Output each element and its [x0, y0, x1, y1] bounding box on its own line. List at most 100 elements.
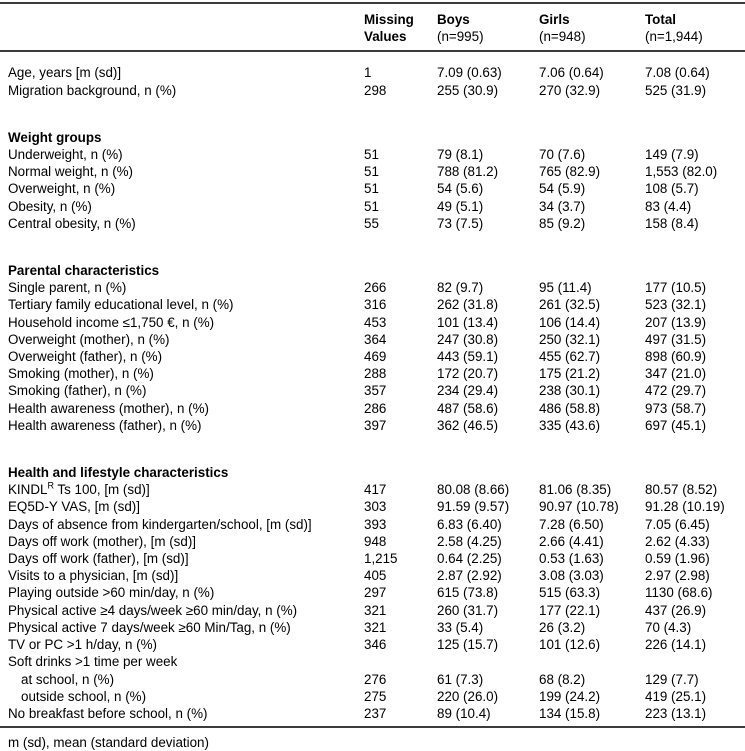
- cell-girls: 34 (3.7): [539, 198, 586, 214]
- cell-total: 7.08 (0.64): [645, 65, 710, 81]
- cell-total: 347 (21.0): [645, 366, 707, 382]
- column-header-total: Total (n=1,944): [645, 11, 745, 45]
- section-title: Health and lifestyle characteristics: [8, 465, 229, 481]
- cell-missing: 51: [364, 164, 379, 180]
- cell-boys: 487 (58.6): [437, 400, 499, 416]
- row-label: Smoking (father), n (%): [8, 383, 147, 399]
- subsection-label-row: Soft drinks >1 time per week: [0, 653, 745, 670]
- cell-total: 973 (58.7): [645, 400, 707, 416]
- cell-girls: [539, 653, 645, 670]
- cell-girls: 101 (12.6): [539, 637, 601, 653]
- cell-girls: 270 (32.9): [539, 82, 601, 98]
- cell-missing: 288: [364, 366, 387, 382]
- row-label: outside school, n (%): [21, 688, 147, 704]
- cell-girls: 90.97 (10.78): [539, 499, 619, 515]
- cell-total: 523 (32.1): [645, 297, 707, 313]
- cell-boys: 79 (8.1): [437, 147, 484, 163]
- cell-total: 497 (31.5): [645, 331, 707, 347]
- header-stub-cell: [0, 11, 364, 45]
- cell-total: 525 (31.9): [645, 82, 707, 98]
- cell-boys: 33 (5.4): [437, 619, 484, 635]
- table-row: Physical active 7 days/week ≥60 Min/Tag,…: [0, 619, 745, 636]
- cell-missing: 1,215: [364, 551, 398, 567]
- section-header-row: Health and lifestyle characteristics: [0, 464, 745, 481]
- column-subtitle: (n=948): [539, 29, 586, 45]
- table-row: Migration background, n (%) 298 255 (30.9)…: [0, 82, 745, 99]
- cell-girls: 81.06 (8.35): [539, 482, 612, 498]
- cell-girls: 85 (9.2): [539, 215, 586, 231]
- row-label: Physical active ≥4 days/week ≥60 min/day…: [8, 602, 298, 618]
- cell-girls: 515 (63.3): [539, 585, 601, 601]
- cell-total: 207 (13.9): [645, 314, 707, 330]
- cell-total: 7.05 (6.45): [645, 516, 710, 532]
- column-title: Girls: [539, 12, 570, 27]
- row-label: Central obesity, n (%): [8, 215, 136, 231]
- cell-girls: 54 (5.9): [539, 181, 586, 197]
- table-row: Visits to a physician, [m (sd)] 405 2.87 (…: [0, 567, 745, 584]
- cell-missing: [364, 653, 437, 670]
- cell-girls: 765 (82.9): [539, 164, 601, 180]
- cell-girls: 238 (30.1): [539, 383, 601, 399]
- row-label: KINDLR Ts 100, [m (sd)]: [0, 481, 364, 498]
- cell-boys: 6.83 (6.40): [437, 516, 502, 532]
- table-row: Household income ≤1,750 €, n (%) 453 101 (…: [0, 314, 745, 331]
- column-header-missing-values: Missing Values: [364, 11, 437, 45]
- cell-boys: 615 (73.8): [437, 585, 499, 601]
- section-title: Weight groups: [8, 129, 102, 145]
- cell-boys: 91.59 (9.57): [437, 499, 510, 515]
- cell-missing: 1: [364, 65, 372, 81]
- row-label: Single parent, n (%): [8, 280, 127, 296]
- cell-total: [645, 653, 745, 670]
- column-header-girls: Girls (n=948): [539, 11, 645, 45]
- cell-boys: 260 (31.7): [437, 602, 499, 618]
- cell-boys: 0.64 (2.25): [437, 551, 502, 567]
- cell-girls: 175 (21.2): [539, 366, 601, 382]
- cell-boys: 73 (7.5): [437, 215, 484, 231]
- cell-missing: 453: [364, 314, 387, 330]
- cell-missing: 469: [364, 349, 387, 365]
- cell-total: 223 (13.1): [645, 705, 707, 721]
- cell-boys: 61 (7.3): [437, 671, 484, 687]
- cell-total: 697 (45.1): [645, 417, 707, 433]
- table-header-row: Missing Values Boys (n=995) Girls (n=948…: [0, 4, 745, 53]
- row-label: TV or PC >1 h/day, n (%): [8, 637, 157, 653]
- cell-girls: 3.08 (3.03): [539, 568, 604, 584]
- row-label: Days off work (father), [m (sd)]: [8, 551, 189, 567]
- table-row: Single parent, n (%) 266 82 (9.7) 95 (11.4)…: [0, 279, 745, 296]
- row-label: Overweight (mother), n (%): [8, 331, 170, 347]
- cell-boys: 262 (31.8): [437, 297, 499, 313]
- cell-boys: 49 (5.1): [437, 198, 484, 214]
- cell-total: 472 (29.7): [645, 383, 707, 399]
- column-title: Missing: [364, 12, 414, 27]
- cell-girls: 68 (8.2): [539, 671, 586, 687]
- cell-total: 149 (7.9): [645, 147, 699, 163]
- cell-girls: 7.28 (6.50): [539, 516, 604, 532]
- table-footnote: m (sd), mean (standard deviation): [8, 735, 209, 751]
- cell-missing: 321: [364, 602, 387, 618]
- row-label: Health awareness (mother), n (%): [8, 400, 209, 416]
- column-title: Total: [645, 12, 676, 27]
- cell-total: 91.28 (10.19): [645, 499, 725, 515]
- cell-total: 0.59 (1.96): [645, 551, 710, 567]
- table-row: Overweight (father), n (%) 469 443 (59.1) 4…: [0, 348, 745, 365]
- row-label: Household income ≤1,750 €, n (%): [8, 314, 215, 330]
- table-row: Tertiary family educational level, n (%)…: [0, 296, 745, 313]
- cell-missing: 303: [364, 499, 387, 515]
- row-label: Days off work (mother), [m (sd)]: [8, 533, 196, 549]
- cell-missing: 286: [364, 400, 387, 416]
- cell-total: 2.62 (4.33): [645, 533, 710, 549]
- cell-girls: 26 (3.2): [539, 619, 586, 635]
- row-label-text: KINDL: [8, 482, 48, 498]
- row-label: No breakfast before school, n (%): [8, 705, 208, 721]
- cell-boys: 89 (10.4): [437, 705, 491, 721]
- row-label: at school, n (%): [21, 671, 115, 687]
- row-label: Overweight, n (%): [8, 181, 116, 197]
- cell-missing: 346: [364, 637, 387, 653]
- cell-total: 129 (7.7): [645, 671, 699, 687]
- table-row: No breakfast before school, n (%) 237 89 (…: [0, 705, 745, 722]
- table-row: Obesity, n (%) 51 49 (5.1) 34 (3.7) 83 (4.4): [0, 198, 745, 215]
- cell-total: 437 (26.9): [645, 602, 707, 618]
- cell-missing: 276: [364, 671, 387, 687]
- cell-missing: 266: [364, 280, 387, 296]
